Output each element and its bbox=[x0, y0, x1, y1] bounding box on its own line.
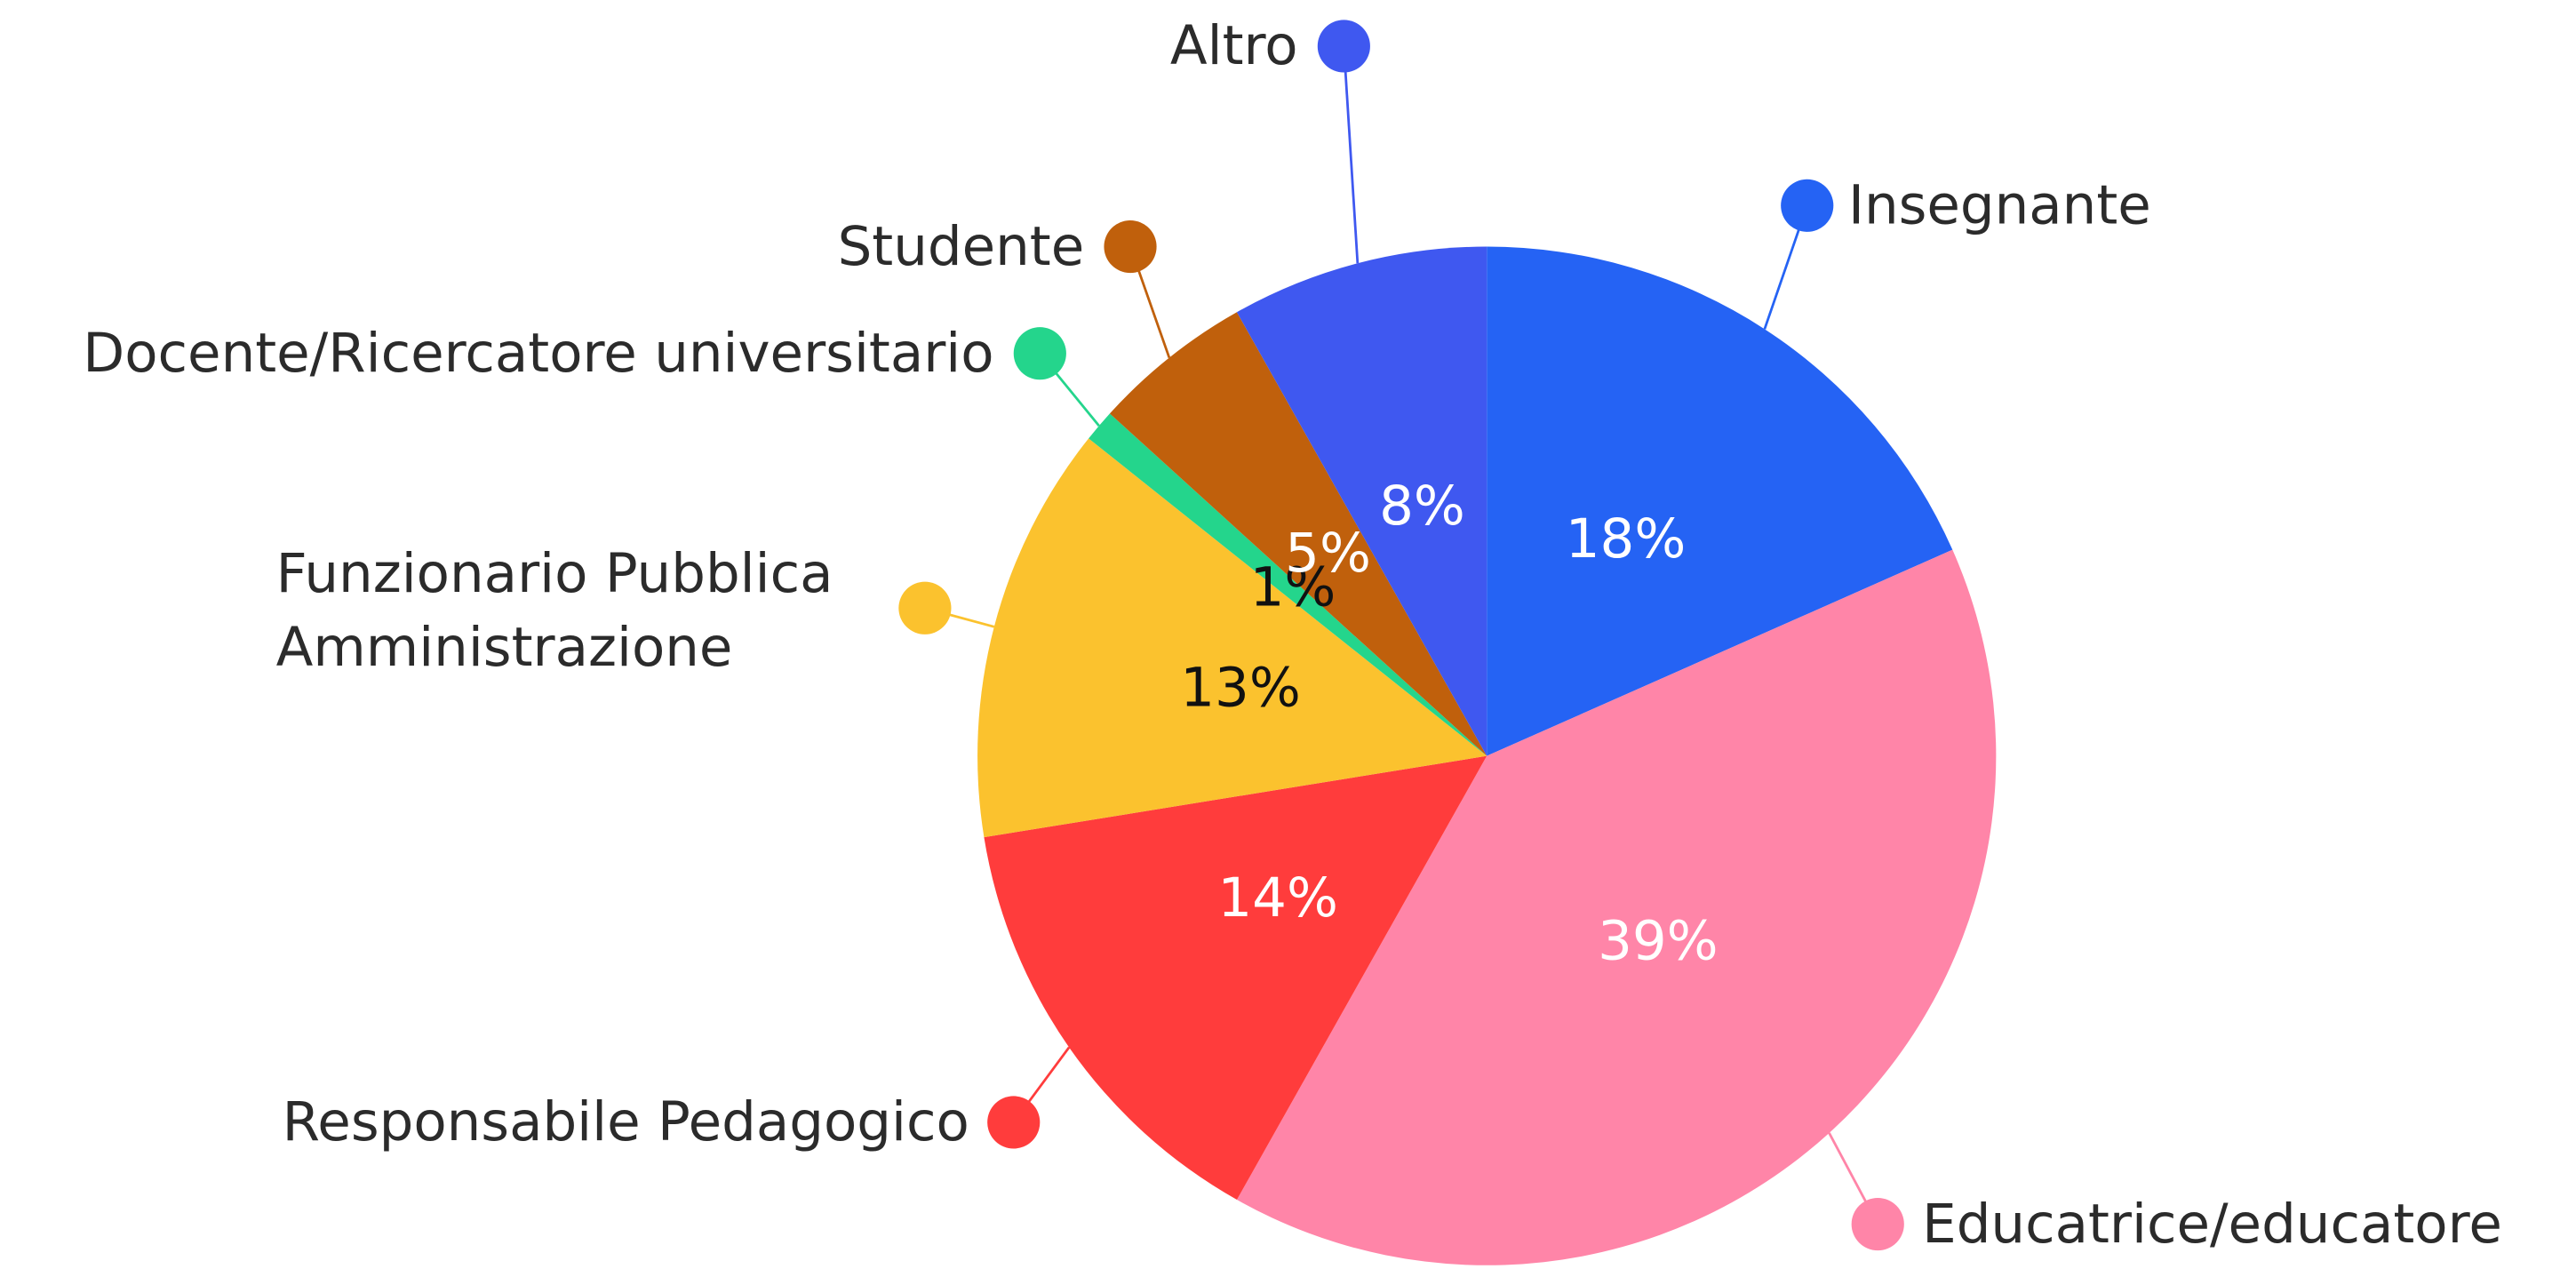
slice bbox=[1487, 246, 1953, 756]
slice bbox=[1109, 312, 1487, 756]
value-label: 18% bbox=[1566, 507, 1687, 571]
category-label-box: Funzionario Pubblica Amministrazione bbox=[275, 540, 833, 679]
category-label: Insegnante bbox=[1848, 174, 2151, 237]
legend-dot bbox=[1013, 327, 1066, 380]
category-label: Responsabile Pedagogico bbox=[283, 1090, 969, 1153]
slices bbox=[977, 246, 1997, 1265]
value-label: 14% bbox=[1217, 866, 1338, 930]
slice bbox=[984, 755, 1487, 1201]
category-label: Funzionario Pubblica Amministrazione bbox=[275, 540, 833, 679]
legend-dot bbox=[1851, 1198, 1904, 1251]
category-label: Altro bbox=[1170, 14, 1298, 77]
slice bbox=[1089, 413, 1487, 756]
category-label: Studente bbox=[838, 215, 1085, 278]
legend-dot bbox=[898, 581, 952, 634]
slice bbox=[1236, 246, 1487, 756]
category-label: Educatrice/educatore bbox=[1922, 1193, 2502, 1256]
value-label: 39% bbox=[1598, 909, 1719, 972]
leader-line bbox=[1342, 45, 1360, 264]
slice bbox=[1236, 549, 1997, 1265]
value-label: 8% bbox=[1379, 475, 1465, 538]
legend-dot bbox=[1104, 219, 1157, 274]
legend-dot bbox=[1781, 179, 1834, 232]
value-label: 5% bbox=[1285, 522, 1371, 585]
category-label: Docente/Ricercatore universitario bbox=[83, 322, 993, 385]
legend-dot bbox=[987, 1096, 1041, 1149]
value-label: 1% bbox=[1250, 555, 1336, 619]
legend-dot bbox=[1317, 20, 1370, 73]
value-label: 13% bbox=[1180, 657, 1301, 720]
slice bbox=[977, 438, 1487, 838]
